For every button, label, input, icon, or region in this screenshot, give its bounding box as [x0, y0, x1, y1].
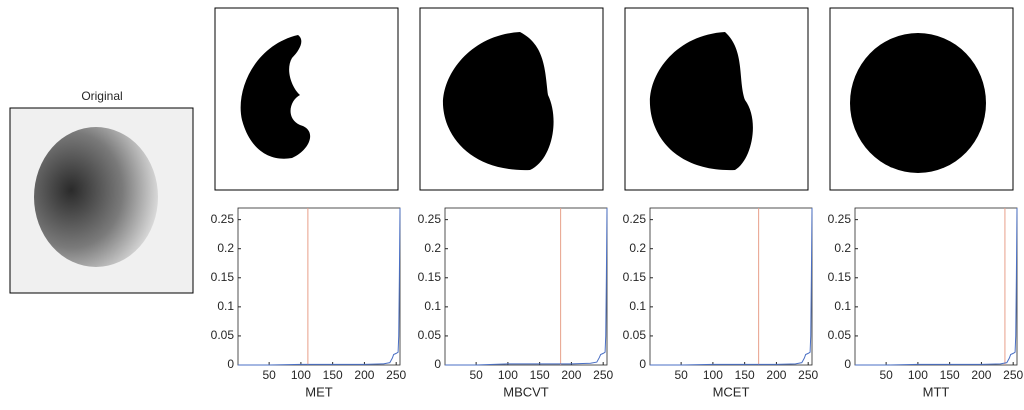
y-tick-label: 0.2 [217, 241, 234, 255]
binary-image [624, 7, 809, 191]
y-tick-label: 0.2 [834, 241, 851, 255]
histogram-line [855, 207, 1018, 366]
x-axis-label: MET [305, 384, 333, 399]
histogram-line [650, 207, 813, 366]
plot-area [854, 207, 1018, 366]
x-tick-label: 200 [354, 368, 374, 382]
x-tick-label: 150 [323, 368, 343, 382]
y-tick-label: 0 [227, 357, 234, 371]
x-tick-label: 100 [908, 368, 928, 382]
y-tick-label: 0.25 [828, 212, 852, 226]
x-tick-label: 150 [940, 368, 960, 382]
plot-area [649, 207, 813, 366]
y-tick-label: 0.2 [424, 241, 441, 255]
y-tick-label: 0.15 [623, 270, 647, 284]
binary-image [419, 7, 604, 191]
histogram-line [445, 207, 608, 366]
y-tick-label: 0.1 [424, 299, 441, 313]
y-tick-label: 0.25 [418, 212, 442, 226]
x-tick-label: 150 [530, 368, 550, 382]
y-tick-label: 0.2 [629, 241, 646, 255]
x-tick-label: 250 [798, 368, 818, 382]
y-tick-label: 0.1 [217, 299, 234, 313]
y-tick-label: 0.15 [418, 270, 442, 284]
x-tick-label: 50 [469, 368, 483, 382]
x-tick-label: 200 [561, 368, 581, 382]
x-axis-label: MBCVT [503, 384, 549, 399]
x-axis-label: MTT [923, 384, 950, 399]
x-tick-label: 250 [593, 368, 613, 382]
plot-area [237, 207, 401, 366]
histogram-line [238, 207, 401, 366]
binary-image [214, 7, 399, 191]
x-tick-label: 50 [879, 368, 893, 382]
x-tick-label: 100 [291, 368, 311, 382]
x-tick-label: 50 [262, 368, 276, 382]
x-axis-label: MCET [713, 384, 750, 399]
binary-image [829, 7, 1014, 191]
x-tick-label: 100 [498, 368, 518, 382]
y-tick-label: 0.25 [623, 212, 647, 226]
y-tick-label: 0.15 [211, 270, 235, 284]
y-tick-label: 0.05 [418, 328, 442, 342]
x-tick-label: 250 [1003, 368, 1023, 382]
y-tick-label: 0.1 [629, 299, 646, 313]
x-tick-label: 100 [703, 368, 723, 382]
y-tick-label: 0.05 [828, 328, 852, 342]
y-tick-label: 0.1 [834, 299, 851, 313]
image-title: Original [81, 89, 122, 103]
x-tick-label: 250 [386, 368, 406, 382]
x-tick-label: 50 [674, 368, 688, 382]
x-tick-label: 150 [735, 368, 755, 382]
y-tick-label: 0.25 [211, 212, 235, 226]
y-tick-label: 0.05 [211, 328, 235, 342]
y-tick-label: 0 [844, 357, 851, 371]
x-tick-label: 200 [971, 368, 991, 382]
x-tick-label: 200 [766, 368, 786, 382]
y-tick-label: 0.05 [623, 328, 647, 342]
y-tick-label: 0 [434, 357, 441, 371]
y-tick-label: 0 [639, 357, 646, 371]
original-image [9, 107, 194, 294]
y-tick-label: 0.15 [828, 270, 852, 284]
plot-area [444, 207, 608, 366]
